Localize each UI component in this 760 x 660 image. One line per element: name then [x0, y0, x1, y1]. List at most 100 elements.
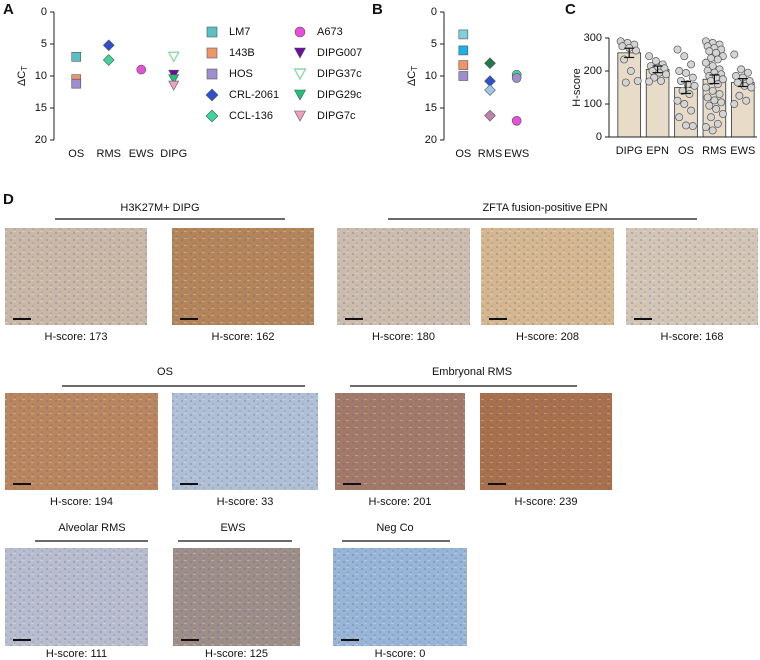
y-axis-label-main: ΔC — [16, 71, 28, 86]
group-title: OS — [157, 366, 173, 378]
x-tick-label: DIPG — [616, 145, 643, 157]
point — [713, 55, 722, 64]
image-caption: H-score: 162 — [212, 331, 275, 343]
point — [102, 54, 115, 66]
ihc-texture — [172, 228, 314, 325]
y-tick-label: 300 — [584, 32, 602, 44]
point — [632, 46, 640, 55]
point — [71, 51, 82, 62]
x-tick-label: OS — [455, 148, 471, 160]
point — [136, 64, 147, 75]
x-tick-label: OS — [68, 148, 84, 160]
ihc-texture — [172, 393, 318, 490]
panel-label: D — [3, 191, 14, 208]
ihc-texture — [5, 228, 147, 325]
y-tick-label: 15 — [35, 102, 47, 114]
legend-marker — [205, 109, 219, 123]
y-tick-label: 0 — [431, 6, 437, 18]
point — [626, 67, 635, 75]
y-tick-label: 0 — [41, 6, 47, 18]
point — [713, 80, 722, 89]
legend-marker — [293, 110, 307, 122]
y-axis-label: H-score — [571, 68, 583, 107]
legend-label: CCL-136 — [229, 110, 273, 122]
y-tick-label: 15 — [425, 102, 437, 114]
point — [712, 104, 721, 113]
y-axis-label: ΔCT — [16, 66, 29, 86]
point — [648, 67, 657, 75]
y-tick-label: 100 — [584, 98, 602, 110]
y-tick-label: 0 — [596, 131, 602, 143]
image-caption: H-score: 111 — [46, 648, 107, 660]
x-tick-label: EWS — [730, 145, 755, 157]
y-tick-label: 20 — [425, 134, 437, 146]
x-tick-label: EWS — [129, 148, 154, 160]
x-tick-label: RMS — [702, 145, 726, 157]
ihc-texture — [333, 548, 467, 646]
x-tick-label: EWS — [504, 148, 529, 160]
point — [645, 77, 654, 86]
legend-marker — [293, 68, 307, 81]
point — [701, 123, 710, 132]
group-title: Neg Co — [376, 522, 413, 534]
ihc-texture — [5, 548, 148, 646]
group-title: Embryonal RMS — [432, 366, 512, 378]
point — [705, 101, 714, 110]
point — [713, 119, 722, 128]
x-tick-label: RMS — [478, 148, 502, 160]
point — [676, 76, 685, 85]
point — [717, 98, 726, 107]
panel-label: A — [3, 1, 14, 18]
point — [690, 81, 699, 90]
image-caption: H-score: 239 — [515, 496, 578, 508]
image-caption: H-score: 180 — [372, 331, 435, 343]
panel-label: C — [565, 1, 576, 18]
point — [71, 78, 82, 89]
point — [703, 93, 712, 102]
point — [682, 69, 690, 77]
panel-label: B — [372, 1, 383, 18]
point — [735, 91, 744, 100]
point — [688, 73, 697, 82]
ihc-texture — [626, 228, 758, 325]
group-title: EWS — [220, 522, 245, 534]
point — [708, 86, 717, 95]
point — [740, 81, 749, 90]
point — [688, 122, 697, 131]
y-tick-label: 10 — [35, 70, 47, 82]
y-tick-label: 10 — [425, 70, 437, 82]
y-tick-label: 200 — [584, 65, 602, 77]
legend-label: A673 — [317, 26, 343, 38]
legend-label: DIPG7c — [317, 110, 356, 122]
point — [718, 75, 727, 84]
image-caption: H-score: 0 — [375, 648, 426, 660]
y-axis-label-sub: T — [410, 66, 419, 71]
x-tick-label: RMS — [97, 148, 121, 160]
point — [730, 100, 739, 108]
y-tick-label: 20 — [35, 134, 47, 146]
point — [687, 60, 696, 69]
image-caption: H-score: 125 — [205, 648, 268, 660]
legend-label: DIPG007 — [317, 47, 362, 59]
point — [680, 52, 689, 61]
point — [733, 78, 742, 87]
point — [458, 60, 469, 70]
point — [458, 71, 469, 81]
ihc-texture — [5, 393, 158, 490]
point — [621, 78, 630, 87]
point — [650, 73, 659, 82]
image-caption: H-score: 168 — [661, 331, 724, 343]
point — [511, 73, 522, 83]
point — [718, 109, 727, 118]
point — [680, 100, 689, 108]
group-title: H3K27M+ DIPG — [120, 202, 199, 214]
point — [715, 90, 724, 99]
x-tick-label: OS — [678, 145, 694, 157]
point — [707, 113, 715, 122]
point — [673, 96, 682, 105]
legend-marker — [294, 26, 306, 38]
y-axis-label-sub: T — [20, 66, 29, 71]
y-axis-label: ΔCT — [406, 66, 419, 86]
point — [484, 57, 496, 70]
image-caption: H-score: 201 — [369, 496, 432, 508]
